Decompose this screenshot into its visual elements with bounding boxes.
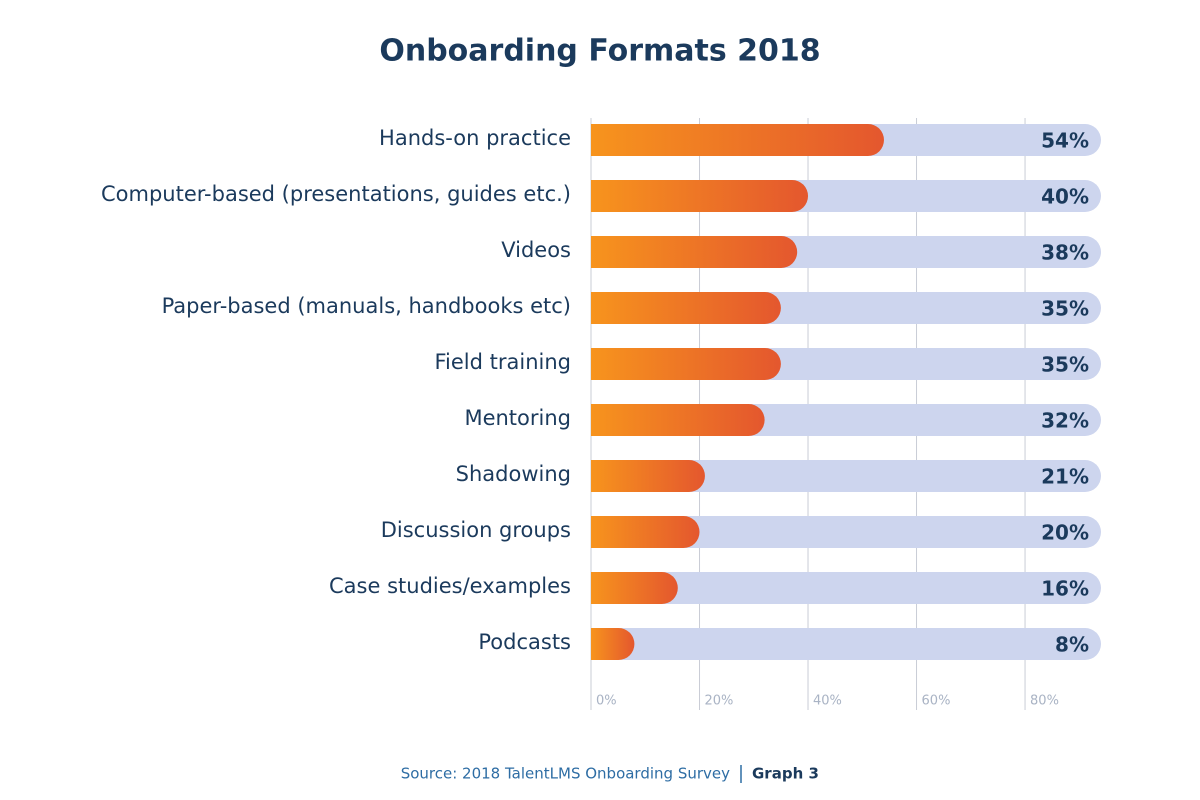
bar: [591, 236, 798, 268]
bar: [591, 180, 809, 212]
value-label: 54%: [1041, 129, 1089, 153]
chart-title: Onboarding Formats 2018: [379, 34, 820, 69]
value-label: 35%: [1041, 297, 1089, 321]
bar-track: [591, 628, 1101, 660]
value-label: 20%: [1041, 521, 1089, 545]
bar: [591, 628, 635, 660]
value-label: 32%: [1041, 409, 1089, 433]
x-tick-label: 60%: [922, 694, 951, 709]
x-tick-label: 40%: [813, 694, 842, 709]
bars: Hands-on practice 54% Computer-based (pres…: [101, 124, 1101, 660]
value-label: 38%: [1041, 241, 1089, 265]
category-label: Shadowing: [456, 462, 571, 486]
bar-track: [591, 572, 1101, 604]
source-note: Source: 2018 TalentLMS Onboarding Survey: [401, 765, 730, 783]
category-label: Hands-on practice: [379, 126, 571, 150]
category-label: Case studies/examples: [329, 574, 571, 598]
value-label: 40%: [1041, 185, 1089, 209]
value-label: 35%: [1041, 353, 1089, 377]
value-label: 21%: [1041, 465, 1089, 489]
bar: [591, 516, 700, 548]
x-tick-label: 20%: [705, 694, 734, 709]
x-tick-label: 0%: [596, 694, 617, 709]
bar: [591, 348, 781, 380]
value-label: 16%: [1041, 577, 1089, 601]
bar: [591, 292, 781, 324]
bar: [591, 404, 765, 436]
bar: [591, 124, 884, 156]
category-label: Computer-based (presentations, guides et…: [101, 182, 571, 206]
category-label: Podcasts: [478, 630, 571, 654]
category-label: Field training: [435, 350, 572, 374]
category-label: Videos: [501, 238, 571, 262]
bar-track: [591, 460, 1101, 492]
bar: [591, 572, 678, 604]
figure-label: Graph 3: [752, 765, 819, 783]
bar: [591, 460, 705, 492]
bar-track: [591, 516, 1101, 548]
value-label: 8%: [1055, 633, 1089, 657]
category-label: Paper-based (manuals, handbooks etc): [162, 294, 571, 318]
category-label: Discussion groups: [381, 518, 571, 542]
category-label: Mentoring: [464, 406, 571, 430]
x-tick-label: 80%: [1030, 694, 1059, 709]
